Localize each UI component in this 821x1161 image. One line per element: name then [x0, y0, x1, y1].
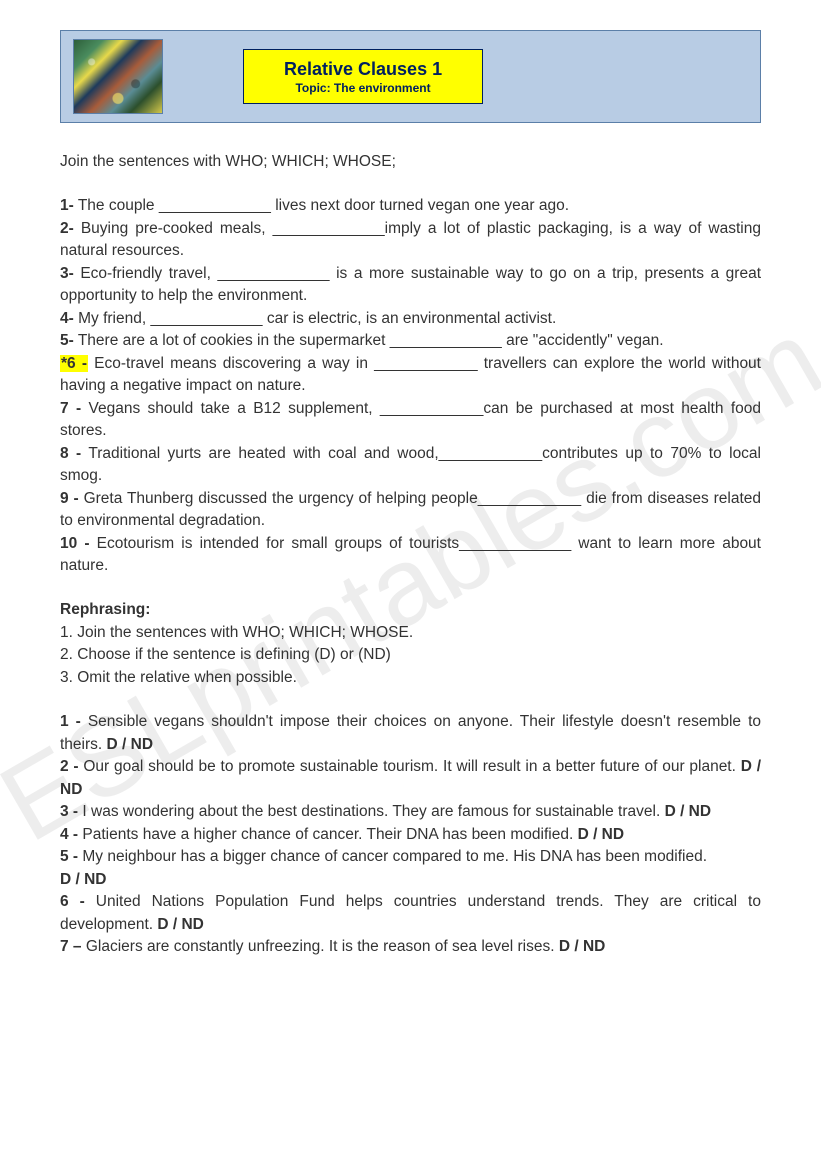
- header-decorative-image: [73, 39, 163, 114]
- rephrasing-section: Rephrasing: 1. Join the sentences with W…: [60, 599, 761, 689]
- rephrasing-list: 1 - Sensible vegans shouldn't impose the…: [60, 711, 761, 958]
- item-text: Buying pre-cooked meals, _____________im…: [60, 220, 761, 259]
- item-number: 5 -: [60, 848, 78, 865]
- item-text: Greta Thunberg discussed the urgency of …: [60, 490, 761, 529]
- item-text: Sensible vegans shouldn't impose their c…: [60, 713, 761, 752]
- rephrasing-instruction-line: 1. Join the sentences with WHO; WHICH; W…: [60, 622, 761, 644]
- item-number: 3-: [60, 265, 74, 282]
- item-text: Traditional yurts are heated with coal a…: [60, 445, 761, 484]
- defining-choice: D / ND: [107, 736, 154, 753]
- exercise1-item: 2- Buying pre-cooked meals, ____________…: [60, 218, 761, 263]
- exercise1-item: 5- There are a lot of cookies in the sup…: [60, 330, 761, 352]
- content-body: Join the sentences with WHO; WHICH; WHOS…: [60, 151, 761, 958]
- item-text: I was wondering about the best destinati…: [78, 803, 664, 820]
- item-number: 4-: [60, 310, 74, 327]
- item-number: 5-: [60, 332, 74, 349]
- item-number: 4 -: [60, 826, 78, 843]
- item-number: 2 -: [60, 758, 79, 775]
- rephrasing-item: 5 - My neighbour has a bigger chance of …: [60, 846, 761, 891]
- item-number: 8 -: [60, 445, 81, 462]
- exercise1-item: *6 - Eco-travel means discovering a way …: [60, 353, 761, 398]
- rephrasing-item: 2 - Our goal should be to promote sustai…: [60, 756, 761, 801]
- item-number: 7 –: [60, 938, 82, 955]
- title-main: Relative Clauses 1: [284, 58, 442, 81]
- item-text: There are a lot of cookies in the superm…: [74, 332, 664, 349]
- exercise1-item: 9 - Greta Thunberg discussed the urgency…: [60, 488, 761, 533]
- item-text: Glaciers are constantly unfreezing. It i…: [82, 938, 559, 955]
- rephrasing-heading: Rephrasing:: [60, 599, 761, 621]
- exercise1-item: 3- Eco-friendly travel, _____________ is…: [60, 263, 761, 308]
- rephrasing-item: 7 – Glaciers are constantly unfreezing. …: [60, 936, 761, 958]
- exercise1-item: 7 - Vegans should take a B12 supplement,…: [60, 398, 761, 443]
- defining-choice: D / ND: [559, 938, 606, 955]
- item-text: Our goal should be to promote sustainabl…: [79, 758, 741, 775]
- exercise1-item: 1- The couple _____________ lives next d…: [60, 195, 761, 217]
- exercise1-instruction: Join the sentences with WHO; WHICH; WHOS…: [60, 151, 761, 173]
- item-number: 1 -: [60, 713, 81, 730]
- defining-choice: D / ND: [157, 916, 204, 933]
- item-text: The couple _____________ lives next door…: [74, 197, 569, 214]
- item-text: My friend, _____________ car is electric…: [74, 310, 556, 327]
- item-number: 7 -: [60, 400, 81, 417]
- exercise1-item: 10 - Ecotourism is intended for small gr…: [60, 533, 761, 578]
- item-number-highlighted: *6 -: [60, 355, 88, 372]
- item-text: Patients have a higher chance of cancer.…: [78, 826, 577, 843]
- defining-choice: D / ND: [578, 826, 625, 843]
- defining-choice: D / ND: [665, 803, 712, 820]
- defining-choice: D / ND: [60, 871, 107, 888]
- rephrasing-item: 6 - United Nations Population Fund helps…: [60, 891, 761, 936]
- item-number: 6 -: [60, 893, 85, 910]
- item-number: 1-: [60, 197, 74, 214]
- item-text: Vegans should take a B12 supplement, ___…: [60, 400, 761, 439]
- page-container: Relative Clauses 1 Topic: The environmen…: [0, 0, 821, 998]
- rephrasing-item: 3 - I was wondering about the best desti…: [60, 801, 761, 823]
- item-text: Eco-friendly travel, _____________ is a …: [60, 265, 761, 304]
- exercise1-item: 4- My friend, _____________ car is elect…: [60, 308, 761, 330]
- title-subtitle: Topic: The environment: [284, 81, 442, 95]
- rephrasing-instruction-line: 3. Omit the relative when possible.: [60, 667, 761, 689]
- rephrasing-item: 4 - Patients have a higher chance of can…: [60, 824, 761, 846]
- item-number: 2-: [60, 220, 74, 237]
- item-number: 9 -: [60, 490, 79, 507]
- rephrasing-instructions: 1. Join the sentences with WHO; WHICH; W…: [60, 622, 761, 689]
- rephrasing-item: 1 - Sensible vegans shouldn't impose the…: [60, 711, 761, 756]
- item-text: Eco-travel means discovering a way in __…: [60, 355, 761, 394]
- title-box: Relative Clauses 1 Topic: The environmen…: [243, 49, 483, 104]
- exercise1-item: 8 - Traditional yurts are heated with co…: [60, 443, 761, 488]
- item-number: 3 -: [60, 803, 78, 820]
- item-number: 10 -: [60, 535, 90, 552]
- exercise1-list: 1- The couple _____________ lives next d…: [60, 195, 761, 577]
- rephrasing-instruction-line: 2. Choose if the sentence is defining (D…: [60, 644, 761, 666]
- item-text: Ecotourism is intended for small groups …: [60, 535, 761, 574]
- item-text: My neighbour has a bigger chance of canc…: [78, 848, 707, 865]
- header-bar: Relative Clauses 1 Topic: The environmen…: [60, 30, 761, 123]
